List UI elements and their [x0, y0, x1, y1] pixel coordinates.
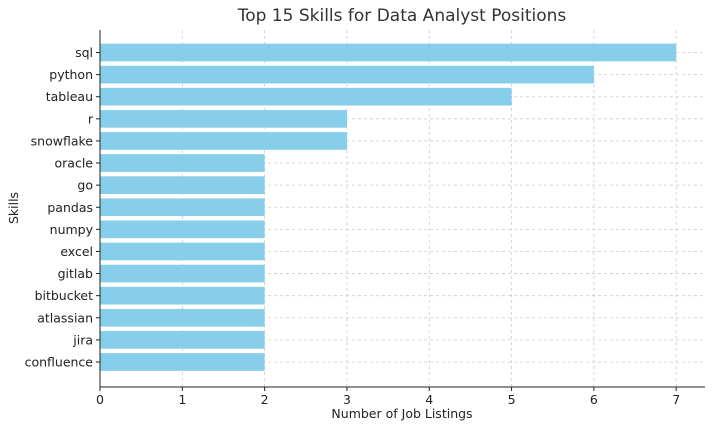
- y-tick-label-tableau: tableau: [46, 89, 93, 104]
- bar-oracle: [100, 154, 265, 172]
- x-axis-label: Number of Job Listings: [331, 406, 472, 421]
- y-tick-label-jira: jira: [72, 332, 93, 347]
- bar-atlassian: [100, 308, 265, 327]
- y-tick-label-r: r: [88, 111, 94, 126]
- x-tick-label-4: 4: [425, 392, 433, 407]
- x-tick-label-5: 5: [508, 392, 516, 407]
- y-tick-label-gitlab: gitlab: [58, 266, 93, 281]
- y-tick-label-oracle: oracle: [55, 156, 94, 171]
- y-tick-label-excel: excel: [60, 244, 93, 259]
- y-tick-label-confluence: confluence: [25, 355, 94, 370]
- x-tick-label-1: 1: [178, 392, 186, 407]
- y-tick-label-atlassian: atlassian: [37, 310, 93, 325]
- bar-bitbucket: [100, 286, 265, 305]
- y-axis-label: Skills: [6, 192, 21, 224]
- bar-confluence: [100, 353, 265, 371]
- y-tick-label-pandas: pandas: [47, 200, 93, 215]
- axes: [99, 30, 705, 388]
- x-tick-label-3: 3: [343, 392, 351, 407]
- bar-go: [100, 176, 265, 194]
- y-tick-label-go: go: [77, 178, 93, 193]
- x-tick-label-0: 0: [96, 392, 104, 407]
- y-tick-label-bitbucket: bitbucket: [35, 288, 94, 303]
- bar-jira: [100, 331, 265, 349]
- y-tick-label-sql: sql: [75, 45, 93, 60]
- bar-gitlab: [100, 264, 265, 283]
- bar-excel: [100, 242, 265, 261]
- bar-numpy: [100, 220, 265, 239]
- bar-pandas: [100, 198, 265, 217]
- bars: [100, 43, 677, 371]
- chart-title: Top 15 Skills for Data Analyst Positions: [237, 6, 567, 26]
- y-tick-labels: sql python tableau r snowflake oracle go pandas…: [25, 45, 100, 370]
- bar-tableau: [100, 87, 512, 106]
- x-tick-label-6: 6: [590, 392, 598, 407]
- x-tick-labels: 0 1 2 3 4 5 6 7: [96, 387, 680, 407]
- x-tick-label-7: 7: [672, 392, 680, 407]
- x-tick-label-2: 2: [261, 392, 269, 407]
- bar-sql: [100, 43, 677, 62]
- y-tick-label-numpy: numpy: [50, 222, 94, 237]
- bar-snowflake: [100, 132, 347, 150]
- y-tick-label-snowflake: snowflake: [31, 133, 94, 148]
- y-tick-label-python: python: [49, 67, 93, 82]
- bar-python: [100, 65, 594, 84]
- bar-r: [100, 109, 347, 128]
- grid: [99, 30, 705, 387]
